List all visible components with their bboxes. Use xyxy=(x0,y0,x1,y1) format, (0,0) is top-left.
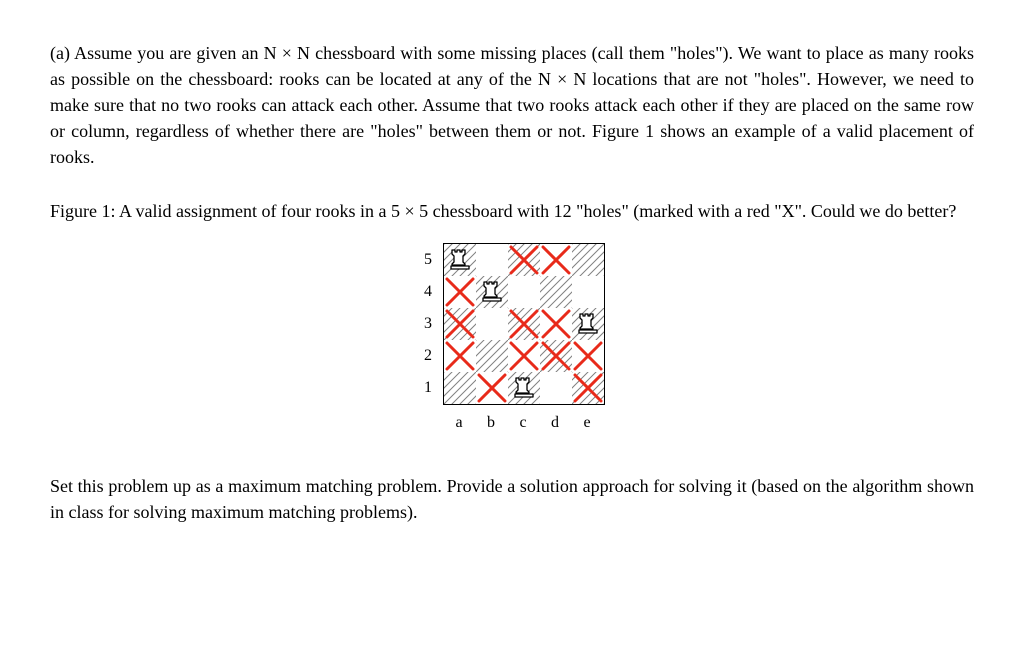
board-cell xyxy=(540,340,572,372)
problem-paragraph: (a) Assume you are given an N × N chessb… xyxy=(50,40,974,170)
board-cell xyxy=(540,276,572,308)
board-cell xyxy=(444,372,476,404)
col-labels: abcde xyxy=(443,407,603,439)
board-cell xyxy=(540,372,572,404)
chessboard-figure: 54321 xyxy=(50,243,974,439)
problem-text-1: Assume you are given an xyxy=(74,43,264,63)
board-cell xyxy=(476,276,508,308)
board-cell xyxy=(540,308,572,340)
board-cell xyxy=(476,244,508,276)
board-cell xyxy=(572,308,604,340)
board-cell xyxy=(572,372,604,404)
board-cell xyxy=(508,308,540,340)
col-label: b xyxy=(475,407,507,439)
board-cell xyxy=(444,244,476,276)
col-label: a xyxy=(443,407,475,439)
problem-label: (a) xyxy=(50,43,70,63)
col-label: e xyxy=(571,407,603,439)
nxn-2: N × N xyxy=(538,69,586,89)
board-cell xyxy=(476,308,508,340)
col-label: d xyxy=(539,407,571,439)
board-cell xyxy=(444,276,476,308)
row-label: 5 xyxy=(419,244,437,276)
board-cell xyxy=(572,244,604,276)
board-cell xyxy=(444,340,476,372)
board-cell xyxy=(508,276,540,308)
row-label: 2 xyxy=(419,340,437,372)
col-label: c xyxy=(507,407,539,439)
board-cell xyxy=(572,276,604,308)
task-text: Set this problem up as a maximum matchin… xyxy=(50,476,974,522)
row-label: 3 xyxy=(419,308,437,340)
figure-caption: Figure 1: A valid assignment of four roo… xyxy=(50,198,974,224)
board-cell xyxy=(540,244,572,276)
board-cell xyxy=(476,372,508,404)
board-cell xyxy=(572,340,604,372)
row-label: 4 xyxy=(419,276,437,308)
caption-prefix: Figure 1: A valid assignment of four roo… xyxy=(50,201,391,221)
nxn-1: N × N xyxy=(264,43,310,63)
board-cell xyxy=(476,340,508,372)
caption-mid: chessboard with 12 "holes" (marked with … xyxy=(428,201,956,221)
board-cell xyxy=(508,244,540,276)
chessboard xyxy=(443,243,605,405)
caption-size: 5 × 5 xyxy=(391,201,428,221)
task-paragraph: Set this problem up as a maximum matchin… xyxy=(50,473,974,525)
row-labels: 54321 xyxy=(419,244,437,404)
row-label: 1 xyxy=(419,372,437,404)
board-cell xyxy=(508,372,540,404)
board-cell xyxy=(444,308,476,340)
board-cell xyxy=(508,340,540,372)
